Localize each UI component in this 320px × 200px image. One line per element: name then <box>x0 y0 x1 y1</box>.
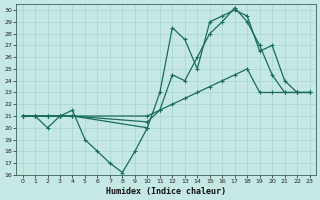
X-axis label: Humidex (Indice chaleur): Humidex (Indice chaleur) <box>106 187 226 196</box>
